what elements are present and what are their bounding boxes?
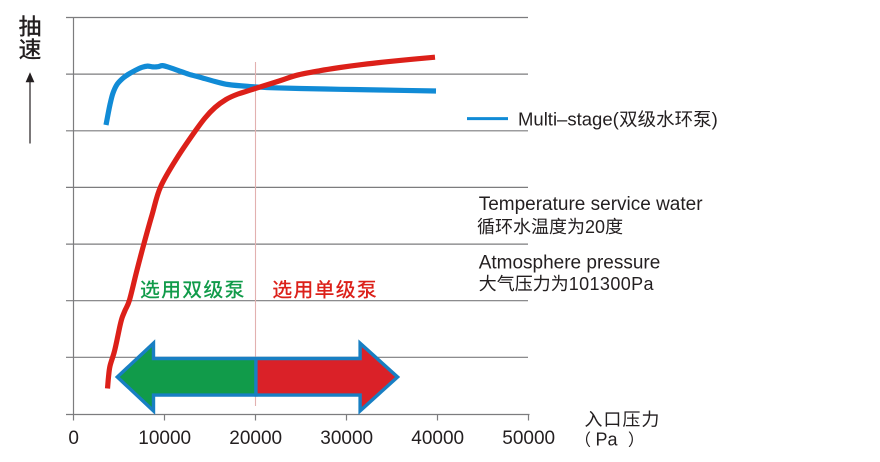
svg-text:50000: 50000 <box>502 428 555 449</box>
svg-text:20: 20 <box>585 217 605 237</box>
svg-text:Atmosphere pressure: Atmosphere pressure <box>479 252 661 273</box>
svg-text:Temperature service water: Temperature service water <box>479 194 704 215</box>
svg-text:0: 0 <box>68 428 79 449</box>
svg-text:Multi–stage(: Multi–stage( <box>518 109 620 130</box>
svg-text:40000: 40000 <box>411 428 464 449</box>
svg-text:30000: 30000 <box>320 428 373 449</box>
svg-text:101300Pa: 101300Pa <box>569 274 655 294</box>
svg-text:20000: 20000 <box>229 428 282 449</box>
svg-text:Pa: Pa <box>596 429 619 449</box>
svg-text:10000: 10000 <box>138 428 191 449</box>
svg-text:): ) <box>712 109 718 130</box>
